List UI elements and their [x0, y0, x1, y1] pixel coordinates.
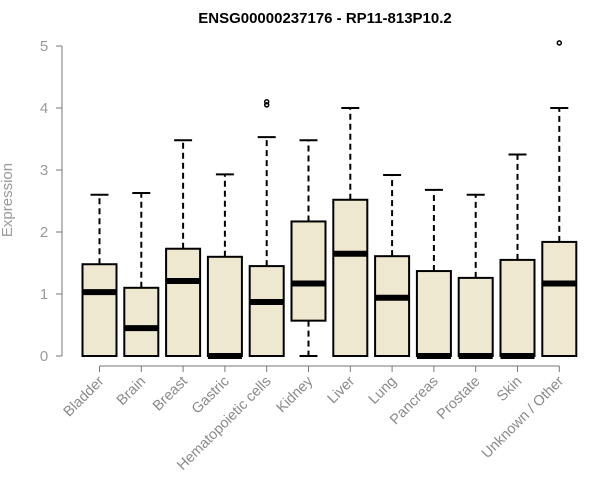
box-body: [81, 263, 118, 357]
y-tick-label: 0: [40, 348, 48, 365]
x-tick-label: Liver: [325, 373, 359, 407]
y-tick-label: 3: [40, 162, 48, 179]
x-tick-label: Lung: [366, 374, 400, 408]
box-bladder: [81, 193, 118, 357]
y-axis-label: Expression: [0, 163, 16, 237]
box-body: [374, 255, 411, 357]
box-skin: [499, 153, 536, 359]
box-body: [290, 220, 327, 322]
x-tick-label: Brain: [114, 374, 149, 409]
chart-title: ENSG00000237176 - RP11-813P10.2: [198, 10, 452, 27]
box-hematopoietic-cells: [248, 99, 285, 358]
box-liver: [332, 107, 369, 357]
box-pancreas: [415, 188, 452, 359]
box-body: [332, 198, 369, 357]
box-brain: [123, 191, 160, 357]
y-tick-label: 5: [40, 38, 48, 55]
box-body: [415, 270, 452, 357]
box-lung: [374, 173, 411, 357]
outlier-point: [263, 102, 270, 108]
box-breast: [165, 139, 202, 358]
box-gastric: [206, 173, 243, 359]
outlier-point: [263, 99, 270, 105]
box-body: [206, 255, 243, 357]
x-tick-label: Kidney: [274, 373, 317, 416]
box-prostate: [457, 193, 494, 359]
y-tick-label: 1: [40, 286, 48, 303]
box-unknown-other: [541, 40, 578, 357]
box-body: [457, 276, 494, 358]
y-tick-label: 4: [40, 100, 48, 117]
box-body: [499, 258, 536, 357]
y-axis: 0 1 2 3 4 5: [40, 38, 63, 365]
box-body: [248, 265, 285, 358]
outlier-point: [556, 40, 563, 46]
x-tick-label: Prostate: [434, 374, 483, 423]
box-body: [541, 240, 578, 357]
y-tick-label: 2: [40, 224, 48, 241]
boxes-layer: [81, 40, 578, 359]
x-tick-label: Breast: [150, 374, 191, 415]
x-tick-label: Skin: [494, 374, 525, 405]
x-tick-label: Bladder: [61, 373, 108, 420]
box-body: [123, 286, 160, 357]
box-kidney: [290, 139, 327, 357]
box-body: [165, 247, 202, 358]
